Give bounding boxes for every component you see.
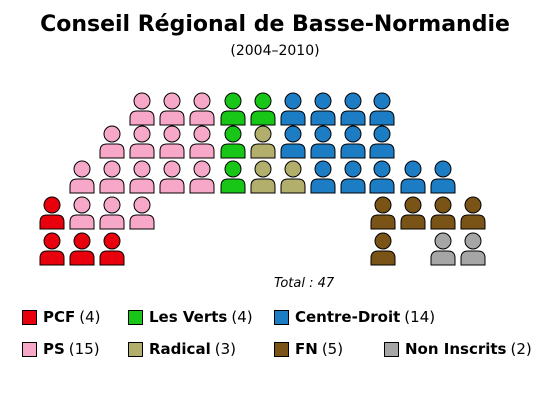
seat-icon	[129, 92, 155, 126]
seat-chart	[39, 92, 486, 266]
total-label: Total : 47	[274, 276, 335, 291]
legend-party-name: PCF	[43, 308, 76, 326]
seat-icon	[430, 160, 456, 194]
seat-icon	[460, 232, 486, 266]
seat-icon	[340, 125, 366, 159]
seat-icon	[189, 125, 215, 159]
legend-item: PCF (4)	[22, 307, 101, 327]
seat-icon	[430, 232, 456, 266]
seat-icon	[250, 160, 276, 194]
seat-icon	[220, 125, 246, 159]
legend-swatch	[274, 341, 289, 357]
legend-swatch	[22, 309, 37, 325]
legend-seat-count: (5)	[321, 340, 344, 358]
legend-seat-count: (4)	[231, 308, 253, 326]
legend-seat-count: (15)	[68, 340, 100, 358]
legend-swatch	[384, 341, 399, 357]
legend-swatch	[22, 341, 37, 357]
legend-party-name: Non Inscrits	[405, 340, 507, 358]
seat-icon	[369, 92, 395, 126]
seat-icon	[280, 160, 306, 194]
legend-party-name: Les Verts	[149, 308, 228, 326]
legend-item: Les Verts (4)	[128, 307, 253, 327]
seat-icon	[39, 196, 65, 230]
seat-icon	[340, 160, 366, 194]
seat-icon	[189, 92, 215, 126]
legend-swatch	[274, 309, 289, 325]
seat-icon	[39, 232, 65, 266]
seat-icon	[400, 160, 426, 194]
legend-party-name: PS	[43, 340, 65, 358]
seat-icon	[340, 92, 366, 126]
seat-icon	[400, 196, 426, 230]
seat-icon	[159, 160, 185, 194]
seat-icon	[369, 160, 395, 194]
seat-icon	[430, 196, 456, 230]
seat-icon	[220, 160, 246, 194]
legend-seat-count: (14)	[404, 308, 436, 326]
seat-icon	[129, 125, 155, 159]
legend-seat-count: (3)	[214, 340, 236, 358]
seat-icon	[99, 160, 125, 194]
seat-icon	[99, 196, 125, 230]
seat-icon	[280, 92, 306, 126]
seat-icon	[129, 196, 155, 230]
seat-icon	[69, 196, 95, 230]
seat-icon	[370, 196, 396, 230]
legend-swatch	[128, 341, 143, 357]
seat-icon	[159, 125, 185, 159]
legend-item: FN (5)	[274, 339, 343, 359]
seat-icon	[310, 125, 336, 159]
seat-icon	[369, 125, 395, 159]
legend-item: Centre-Droit (14)	[274, 307, 435, 327]
seat-icon	[310, 160, 336, 194]
legend-swatch	[128, 309, 143, 325]
seat-icon	[250, 92, 276, 126]
legend-item: Radical (3)	[128, 339, 236, 359]
seat-icon	[189, 160, 215, 194]
seat-icon	[99, 125, 125, 159]
seat-icon	[159, 92, 185, 126]
seat-icon	[370, 232, 396, 266]
chart-subtitle: (2004–2010)	[230, 43, 320, 59]
seat-icon	[99, 232, 125, 266]
seat-icon	[250, 125, 276, 159]
legend-item: Non Inscrits (2)	[384, 339, 532, 359]
seat-icon	[310, 92, 336, 126]
seat-icon	[69, 232, 95, 266]
legend-seat-count: (2)	[510, 340, 532, 358]
legend-party-name: FN	[295, 340, 318, 358]
seat-icon	[69, 160, 95, 194]
seat-icon	[220, 92, 246, 126]
chart-title: Conseil Régional de Basse-Normandie	[40, 12, 510, 37]
seat-icon	[129, 160, 155, 194]
legend-party-name: Centre-Droit	[295, 308, 401, 326]
legend-seat-count: (4)	[79, 308, 101, 326]
seat-icon	[460, 196, 486, 230]
legend-item: PS (15)	[22, 339, 100, 359]
legend-party-name: Radical	[149, 340, 211, 358]
seat-icon	[280, 125, 306, 159]
